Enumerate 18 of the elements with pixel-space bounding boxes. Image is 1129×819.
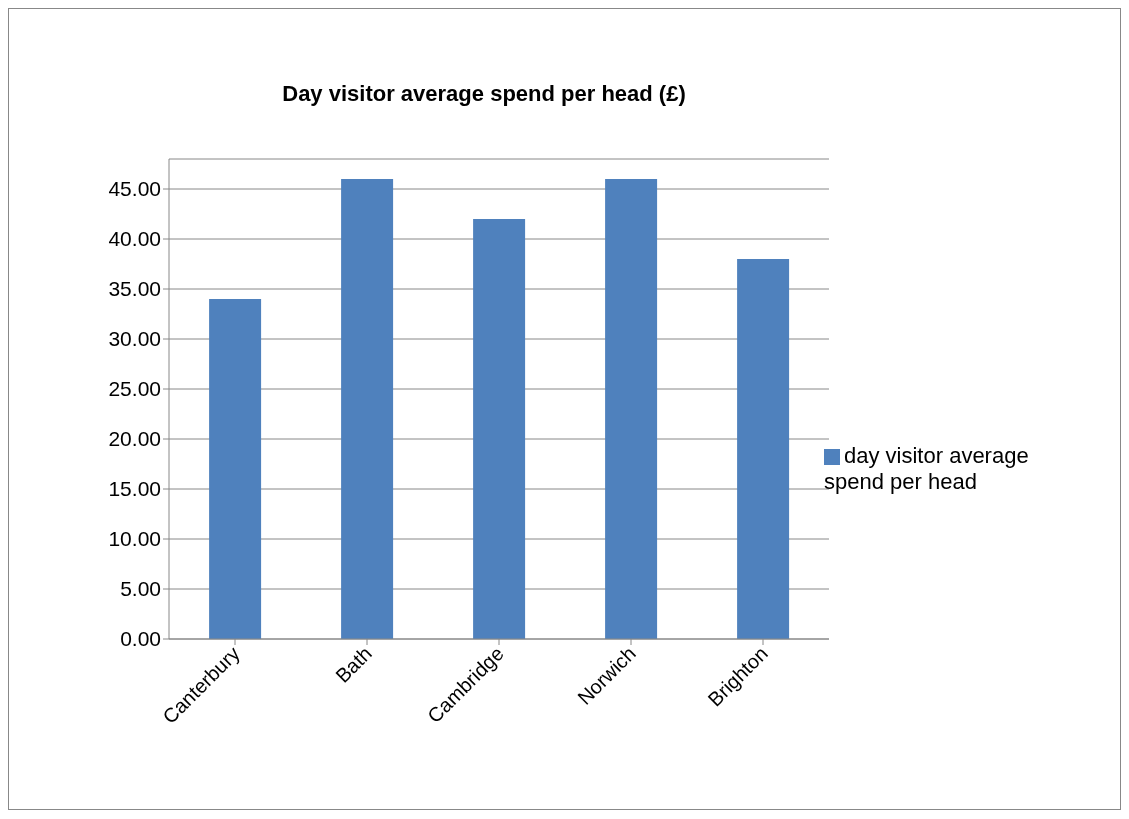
bar [473, 219, 526, 639]
y-tick-label: 25.00 [108, 377, 161, 401]
y-tick-label: 35.00 [108, 277, 161, 301]
bar [341, 179, 394, 639]
y-tick-label: 10.00 [108, 527, 161, 551]
y-tick-label: 0.00 [120, 627, 161, 651]
y-tick-label: 20.00 [108, 427, 161, 451]
y-tick-label: 30.00 [108, 327, 161, 351]
y-tick-label: 45.00 [108, 177, 161, 201]
y-tick-label: 5.00 [120, 577, 161, 601]
y-tick-label: 15.00 [108, 477, 161, 501]
bar [605, 179, 658, 639]
chart-title: Day visitor average spend per head (£) [281, 81, 687, 107]
legend-label: day visitor average spend per head [824, 443, 1029, 494]
y-tick-label: 40.00 [108, 227, 161, 251]
bar [737, 259, 790, 639]
x-tick-label: Bath [331, 642, 376, 687]
bar [209, 299, 262, 639]
